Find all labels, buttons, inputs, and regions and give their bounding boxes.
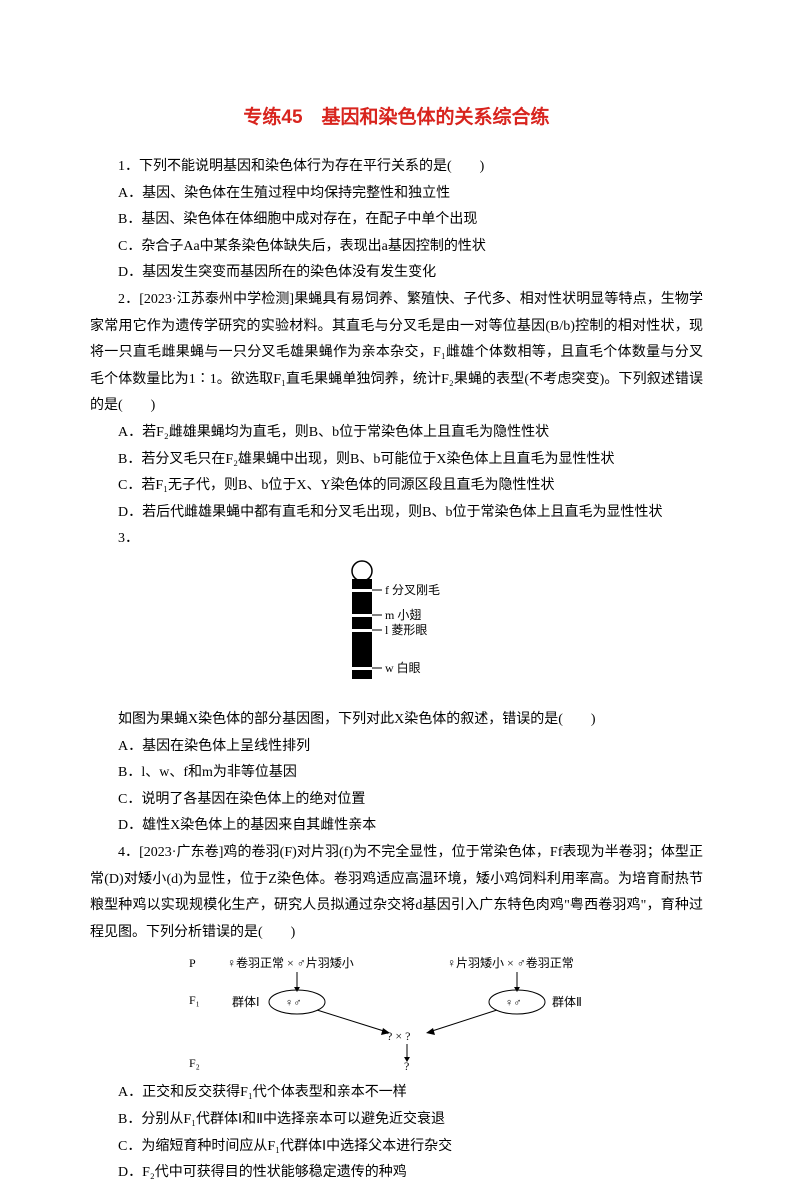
q4-opt-b: B．分别从F₁代群体Ⅰ和Ⅱ中选择亲本可以避免近交衰退 [90,1107,703,1134]
q1-opt-d: D．基因发生突变而基因所在的染色体没有发生变化 [90,260,703,287]
q3-opt-a: A．基因在染色体上呈线性排列 [90,734,703,761]
svg-text:l 菱形眼: l 菱形眼 [385,623,427,637]
q3-label-m-text: 小翅 [397,607,421,622]
q4-q-result: ? [404,1059,409,1072]
q2-opt-a: A．若F₂雌雄果蝇均为直毛，则B、b位于常染色体上且直毛为隐性性状 [90,420,703,447]
q2-stem: 2．[2023·江苏泰州中学检测]果蝇具有易饲养、繁殖快、子代多、相对性状明显等… [90,287,703,420]
q4-f1-gender-left: ♀♂ [285,997,302,1009]
q1-stem: 1．下列不能说明基因和染色体行为存在平行关系的是( ) [90,154,703,181]
q4-f1-gender-right: ♀♂ [505,997,522,1009]
q4-f2-label: F₂ [189,1056,200,1070]
q3-label-l-key: l [385,623,389,637]
q4-stem: 4．[2023·广东卷]鸡的卷羽(F)对片羽(f)为不完全显性，位于常染色体，F… [90,840,703,946]
svg-text:w 白眼: w 白眼 [385,660,421,675]
q3-opt-d: D．雄性X染色体上的基因来自其雌性亲本 [90,813,703,840]
q4-opt-c: C．为缩短育种时间应从F₁代群体Ⅰ中选择父本进行杂交 [90,1134,703,1161]
q3-label-w-text: 白眼 [396,660,420,675]
q1-opt-a: A．基因、染色体在生殖过程中均保持完整性和独立性 [90,181,703,208]
q3-stem: 如图为果蝇X染色体的部分基因图，下列对此X染色体的叙述，错误的是( ) [90,707,703,734]
q3-label-l-text: 菱形眼 [391,623,427,637]
q1-opt-b: B．基因、染色体在体细胞中成对存在，在配子中单个出现 [90,207,703,234]
q4-f1-label: F₁ [189,993,200,1007]
svg-text:f 分叉刚毛: f 分叉刚毛 [385,583,440,597]
q4-opt-a: A．正交和反交获得F₁代个体表型和亲本不一样 [90,1080,703,1107]
q3-label-m-key: m [385,608,395,622]
page-title: 专练45 基因和染色体的关系综合练 [90,100,703,136]
q2-opt-d: D．若后代雌雄果蝇中都有直毛和分叉毛出现，则B、b位于常染色体上且直毛为显性性状 [90,500,703,527]
q2-opt-c: C．若F₁无子代，则B、b位于X、Y染色体的同源区段且直毛为隐性性状 [90,473,703,500]
q4-p-right: ♀片羽矮小 × ♂卷羽正常 [447,955,574,970]
q3-label-w-key: w [385,661,394,675]
q4-group1-label: 群体Ⅰ [232,995,260,1009]
q3-opt-b: B．l、w、f和m为非等位基因 [90,760,703,787]
q3-opt-c: C．说明了各基因在染色体上的绝对位置 [90,787,703,814]
q4-p-label: P [189,956,196,970]
q4-opt-d: D．F₂代中可获得目的性状能够稳定遗传的种鸡 [90,1160,703,1187]
q4-p-left: ♀卷羽正常 × ♂片羽矮小 [227,955,354,970]
svg-text:m 小翅: m 小翅 [385,607,421,622]
q4-breeding-diagram: P ♀卷羽正常 × ♂片羽矮小 ♀片羽矮小 × ♂卷羽正常 F₁ ♀♂ 群体Ⅰ … [90,952,703,1072]
q1-opt-c: C．杂合子Aa中某条染色体缺失后，表现出a基因控制的性状 [90,234,703,261]
q3-label-f-key: f [385,583,389,597]
q3-number: 3． [90,526,703,553]
q4-group2-label: 群体Ⅱ [552,995,582,1009]
q2-opt-b: B．若分叉毛只在F₂雄果蝇中出现，则B、b可能位于X染色体上且直毛为显性性状 [90,447,703,474]
q3-label-f-text: 分叉刚毛 [392,583,440,597]
q4-q-cross: ? × ? [387,1029,410,1043]
q3-chromosome-diagram: f 分叉刚毛 m 小翅 l 菱形眼 w 白眼 [90,559,703,699]
